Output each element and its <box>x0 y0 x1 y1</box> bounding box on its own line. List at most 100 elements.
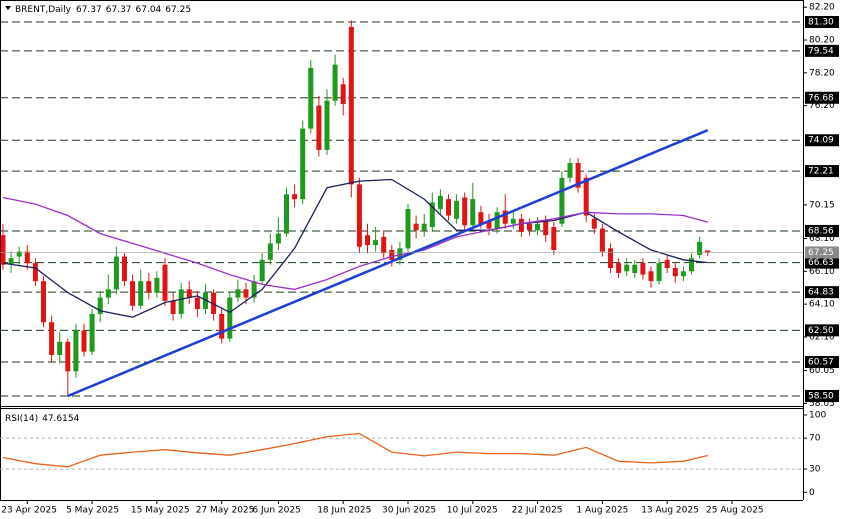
level-label-box <box>805 256 839 269</box>
candle-body <box>308 67 314 129</box>
candle-body <box>616 263 622 273</box>
candle-body <box>130 281 136 306</box>
current-price-box <box>805 246 839 259</box>
trendline <box>67 129 709 398</box>
candle-body <box>97 297 103 314</box>
candle-body <box>113 256 119 290</box>
candle-body <box>559 177 565 224</box>
header-low: 67.04 <box>136 5 162 15</box>
level-label: 68.56 <box>808 226 834 236</box>
candle-body <box>624 264 630 272</box>
candle-body <box>632 264 638 273</box>
candle-body <box>381 236 387 254</box>
y-tick-label: 80.20 <box>809 36 835 46</box>
candle-body <box>316 105 322 150</box>
header-close: 67.25 <box>165 5 191 15</box>
candle-body <box>462 197 468 226</box>
x-tick-label: 22 Jul 2025 <box>512 506 563 516</box>
level-label-box <box>805 165 839 178</box>
moving-average <box>2 196 708 291</box>
candle-body <box>32 263 38 282</box>
candle-body <box>454 200 460 219</box>
candle-body <box>389 249 395 260</box>
rsi-tick-label: 0 <box>809 488 815 498</box>
x-tick-label: 25 Aug 2025 <box>706 506 764 516</box>
candle-body <box>292 194 298 200</box>
y-tick-label: 76.20 <box>809 101 835 111</box>
level-label: 74.09 <box>808 136 834 146</box>
candle-body <box>527 223 532 231</box>
x-tick-label: 23 Apr 2025 <box>1 506 57 516</box>
candle-body <box>348 26 354 185</box>
candle-body <box>356 184 362 247</box>
symbol-title: BRENT,Daily <box>15 5 72 15</box>
y-tick-label: 60.05 <box>809 366 835 376</box>
header-open: 67.37 <box>76 5 102 15</box>
candle-body <box>24 251 30 264</box>
candle-body <box>705 250 711 253</box>
candle-body <box>672 268 678 277</box>
level-label: 64.83 <box>808 288 834 298</box>
level-label: 62.50 <box>808 326 834 336</box>
candle-body <box>413 223 419 231</box>
candle-body <box>697 241 703 255</box>
candle-body <box>194 297 200 310</box>
level-label: 58.50 <box>808 391 834 401</box>
candle-body <box>518 218 524 232</box>
level-label-box <box>805 324 839 337</box>
level-label: 60.57 <box>808 358 834 368</box>
y-tick-label: 70.15 <box>809 200 835 210</box>
level-label-box <box>805 224 839 237</box>
y-tick-label: 64.10 <box>809 300 835 310</box>
candle-body <box>664 259 670 269</box>
candle-body <box>324 100 330 150</box>
candle-body <box>203 292 208 310</box>
level-label-box <box>805 91 839 104</box>
y-tick-label: 68.10 <box>809 234 835 244</box>
rsi-line <box>2 432 708 468</box>
candle-body <box>478 212 484 224</box>
candle-body <box>122 256 127 282</box>
candle-body <box>275 233 281 244</box>
level-label-box <box>805 356 839 369</box>
candle-body <box>219 313 225 339</box>
rsi-value: 47.6154 <box>42 414 79 424</box>
candle-body <box>105 289 111 298</box>
candle-body <box>591 218 597 229</box>
rsi-title: RSI(14) <box>5 414 38 424</box>
level-label: 72.21 <box>808 167 834 177</box>
candle-body <box>170 300 176 314</box>
level-label: 66.63 <box>808 258 834 268</box>
candle-body <box>154 277 160 293</box>
rsi-header: RSI(14) 47.6154 <box>5 414 80 424</box>
y-tick-label: 58.05 <box>809 399 835 409</box>
candle-body <box>227 297 233 339</box>
candle-body <box>251 281 257 298</box>
y-tick-label: 62.10 <box>809 332 835 342</box>
candle-body <box>259 259 265 282</box>
y-tick-label: 66.10 <box>809 267 835 277</box>
candle-body <box>689 258 694 272</box>
x-tick-label: 13 Aug 2025 <box>641 506 699 516</box>
candle-body <box>551 227 557 250</box>
header-high: 67.37 <box>106 5 132 15</box>
x-tick-label: 5 May 2025 <box>66 506 119 516</box>
rsi-tick-label: 70 <box>809 434 821 444</box>
candle-body <box>656 263 662 282</box>
candle-body <box>583 177 589 216</box>
candle-body <box>235 289 241 298</box>
candle-body <box>340 84 346 104</box>
candle-body <box>332 64 338 101</box>
current-price-label: 67.25 <box>808 248 834 258</box>
candle-body <box>73 330 79 372</box>
x-tick-label: 10 Jul 2025 <box>447 506 498 516</box>
candle-body <box>648 271 654 282</box>
rsi-tick-label: 30 <box>809 465 821 475</box>
candle-body <box>162 264 168 301</box>
level-label-box <box>805 44 839 57</box>
candle-body <box>284 194 289 234</box>
moving-average <box>2 178 708 318</box>
candle-body <box>397 248 403 260</box>
candle-body <box>437 195 443 209</box>
level-label: 79.54 <box>808 46 834 56</box>
